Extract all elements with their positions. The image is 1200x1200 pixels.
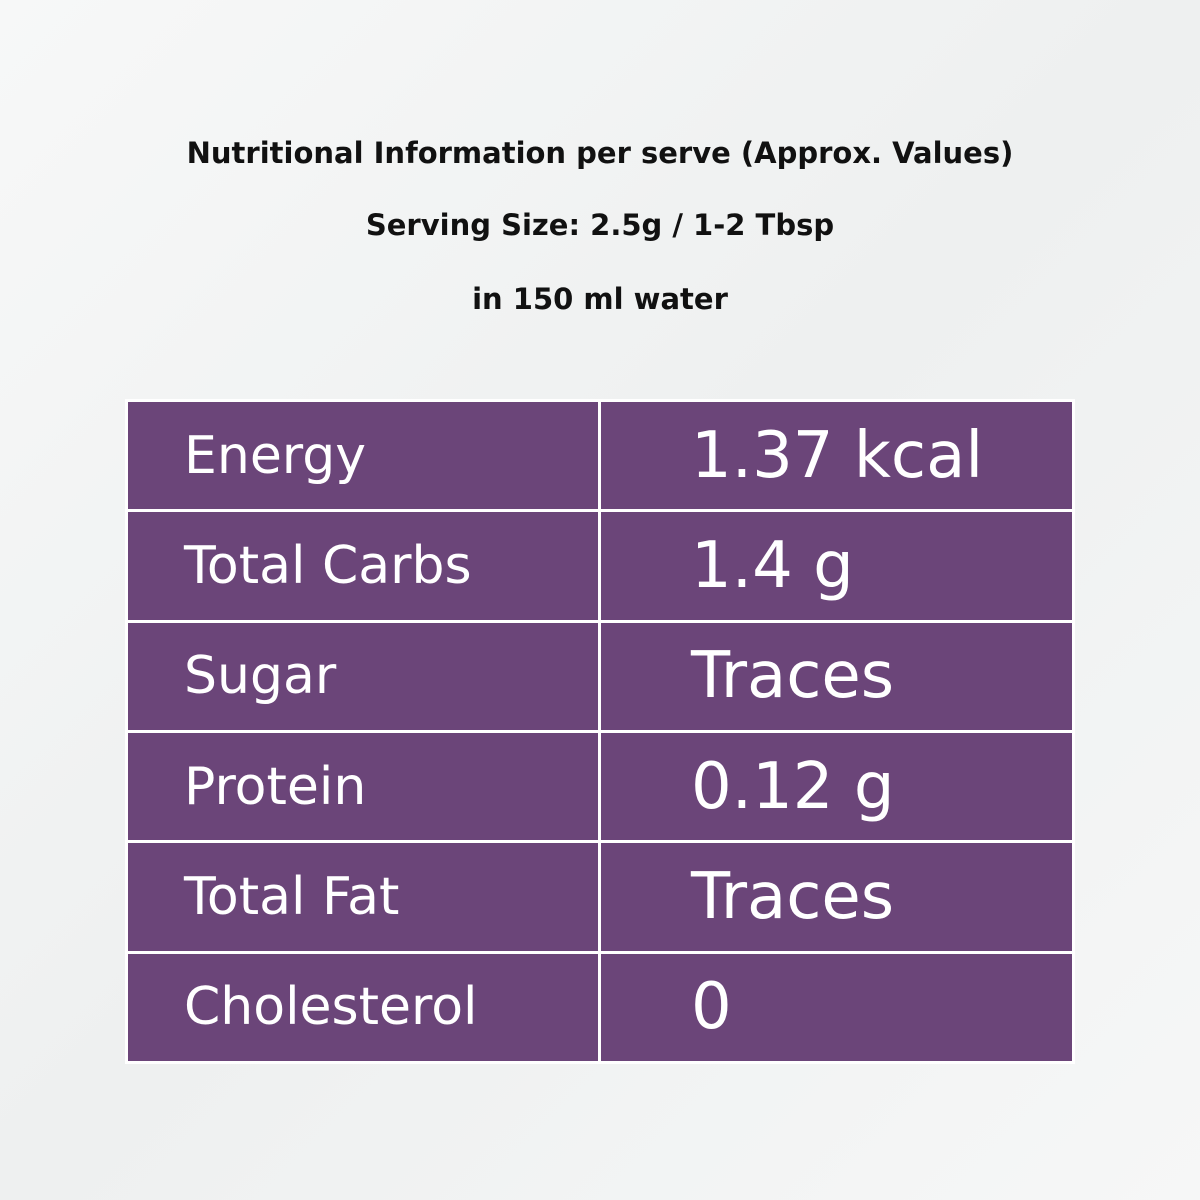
nutrient-value: 1.4 g [598,509,1075,623]
nutrient-name: Sugar [125,619,601,733]
nutrient-name: Protein [125,729,601,844]
nutrient-value: Traces [598,619,1075,733]
serving-size: Serving Size: 2.5g / 1-2 Tbsp [365,208,835,242]
nutrient-name: Total Fat [125,840,601,954]
nutrient-value: Traces [598,840,1075,954]
nutrient-value: 1.37 kcal [598,398,1075,513]
nutrient-name: Cholesterol [125,950,601,1065]
nutrient-name: Total Carbs [125,509,601,623]
row: Cholesterol 0 [125,950,1075,1065]
row: Total Fat Traces [125,840,1075,954]
title: Nutritional Information per serve (Appro… [186,136,1014,170]
row: Energy 1.37 kcal [125,398,1075,513]
nutrient-value: 0.12 g [598,729,1075,844]
row: Protein 0.12 g [125,729,1075,844]
row: Total Carbs 1.4 g [125,509,1075,623]
row: Sugar Traces [125,619,1075,733]
water-note: in 150 ml water [472,282,728,316]
nutrition-table: Energy 1.37 kcal Total Carbs 1.4 g Sugar Trac… [125,398,1075,1065]
nutrient-name: Energy [125,398,601,513]
nutrient-value: 0 [598,950,1075,1065]
